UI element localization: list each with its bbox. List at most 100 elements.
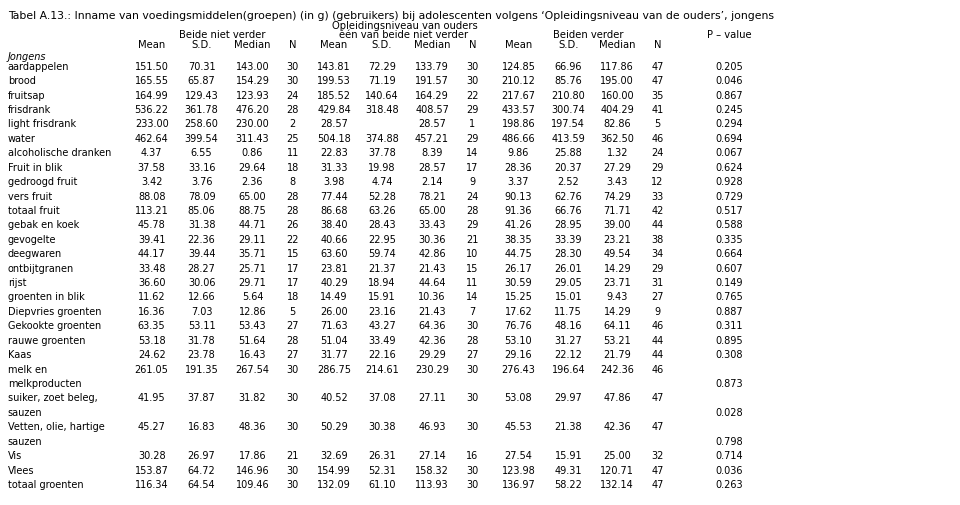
Text: 44: 44 (652, 220, 663, 230)
Text: 71.63: 71.63 (321, 321, 348, 331)
Text: 286.75: 286.75 (317, 364, 351, 374)
Text: 0.895: 0.895 (716, 335, 743, 345)
Text: 30: 30 (287, 364, 299, 374)
Text: 17: 17 (287, 263, 299, 273)
Text: brood: brood (8, 76, 36, 86)
Text: 33.48: 33.48 (138, 263, 165, 273)
Text: 4.74: 4.74 (372, 177, 393, 187)
Text: 18.94: 18.94 (369, 277, 396, 287)
Text: 6.55: 6.55 (191, 148, 212, 158)
Text: 21.43: 21.43 (419, 306, 445, 316)
Text: 85.76: 85.76 (555, 76, 582, 86)
Text: 71.71: 71.71 (604, 206, 631, 216)
Text: 41.95: 41.95 (138, 392, 165, 402)
Text: 30: 30 (467, 479, 478, 489)
Text: 28.57: 28.57 (320, 119, 348, 129)
Text: 276.43: 276.43 (501, 364, 536, 374)
Text: 27.29: 27.29 (603, 162, 632, 172)
Text: S.D.: S.D. (558, 40, 579, 50)
Text: 63.60: 63.60 (321, 248, 348, 259)
Text: alcoholische dranken: alcoholische dranken (8, 148, 111, 158)
Text: 47: 47 (652, 76, 663, 86)
Text: 39.41: 39.41 (138, 234, 165, 244)
Text: 21.79: 21.79 (604, 349, 631, 360)
Text: 230.00: 230.00 (235, 119, 270, 129)
Text: 160.00: 160.00 (600, 90, 635, 100)
Text: 42.36: 42.36 (604, 421, 631, 431)
Text: 24: 24 (652, 148, 663, 158)
Text: 242.36: 242.36 (600, 364, 635, 374)
Text: 42: 42 (652, 206, 663, 216)
Text: 65.00: 65.00 (239, 191, 266, 201)
Text: 66.76: 66.76 (555, 206, 582, 216)
Text: 109.46: 109.46 (235, 479, 270, 489)
Text: 30: 30 (287, 76, 299, 86)
Text: 28.57: 28.57 (418, 119, 446, 129)
Text: 28: 28 (287, 105, 299, 115)
Text: 120.71: 120.71 (600, 465, 635, 475)
Text: 486.66: 486.66 (501, 133, 536, 143)
Text: 14.29: 14.29 (604, 306, 631, 316)
Text: 16: 16 (467, 450, 478, 460)
Text: 27.11: 27.11 (419, 392, 445, 402)
Text: 23.71: 23.71 (604, 277, 631, 287)
Text: 22.12: 22.12 (554, 349, 583, 360)
Text: 12.66: 12.66 (188, 292, 215, 302)
Text: 8: 8 (290, 177, 296, 187)
Text: 82.86: 82.86 (604, 119, 631, 129)
Text: 72.29: 72.29 (368, 62, 396, 72)
Text: 362.50: 362.50 (600, 133, 635, 143)
Text: 457.21: 457.21 (415, 133, 449, 143)
Text: S.D.: S.D. (372, 40, 393, 50)
Text: 91.36: 91.36 (505, 206, 532, 216)
Text: 28: 28 (287, 206, 299, 216)
Text: 53.10: 53.10 (505, 335, 532, 345)
Text: 30.59: 30.59 (505, 277, 532, 287)
Text: 37.08: 37.08 (369, 392, 396, 402)
Text: 17: 17 (467, 162, 478, 172)
Text: 24: 24 (287, 90, 299, 100)
Text: 33.49: 33.49 (369, 335, 396, 345)
Text: 214.61: 214.61 (365, 364, 399, 374)
Text: S.D.: S.D. (191, 40, 212, 50)
Text: Mean: Mean (138, 40, 165, 50)
Text: groenten in blik: groenten in blik (8, 292, 84, 302)
Text: 29: 29 (652, 263, 663, 273)
Text: 12.86: 12.86 (239, 306, 266, 316)
Text: 151.50: 151.50 (134, 62, 169, 72)
Text: 164.99: 164.99 (134, 90, 169, 100)
Text: 0.765: 0.765 (716, 292, 743, 302)
Text: aardappelen: aardappelen (8, 62, 69, 72)
Text: Tabel A.13.: Inname van voedingsmiddelen(groepen) (in g) (gebruikers) bij adoles: Tabel A.13.: Inname van voedingsmiddelen… (8, 11, 774, 21)
Text: 74.29: 74.29 (604, 191, 631, 201)
Text: 51.04: 51.04 (321, 335, 348, 345)
Text: 61.10: 61.10 (369, 479, 396, 489)
Text: 0.694: 0.694 (716, 133, 743, 143)
Text: 0.046: 0.046 (716, 76, 743, 86)
Text: 28.95: 28.95 (555, 220, 582, 230)
Text: 3.42: 3.42 (141, 177, 162, 187)
Text: N: N (289, 40, 297, 50)
Text: 38.40: 38.40 (321, 220, 348, 230)
Text: 30: 30 (467, 62, 478, 72)
Text: gevogelte: gevogelte (8, 234, 57, 244)
Text: 22.95: 22.95 (368, 234, 396, 244)
Text: 26: 26 (287, 220, 299, 230)
Text: Mean: Mean (505, 40, 532, 50)
Text: 28: 28 (287, 191, 299, 201)
Text: 37.78: 37.78 (369, 148, 396, 158)
Text: 71.19: 71.19 (369, 76, 396, 86)
Text: 26.17: 26.17 (505, 263, 532, 273)
Text: 0.867: 0.867 (716, 90, 743, 100)
Text: 29: 29 (467, 105, 478, 115)
Text: 70.31: 70.31 (188, 62, 215, 72)
Text: Kaas: Kaas (8, 349, 31, 360)
Text: 28.27: 28.27 (187, 263, 216, 273)
Text: 85.06: 85.06 (188, 206, 215, 216)
Text: 129.43: 129.43 (184, 90, 219, 100)
Text: 2.52: 2.52 (558, 177, 579, 187)
Text: 33.16: 33.16 (188, 162, 215, 172)
Text: 0.729: 0.729 (716, 191, 743, 201)
Text: 261.05: 261.05 (134, 364, 169, 374)
Text: 38: 38 (652, 234, 663, 244)
